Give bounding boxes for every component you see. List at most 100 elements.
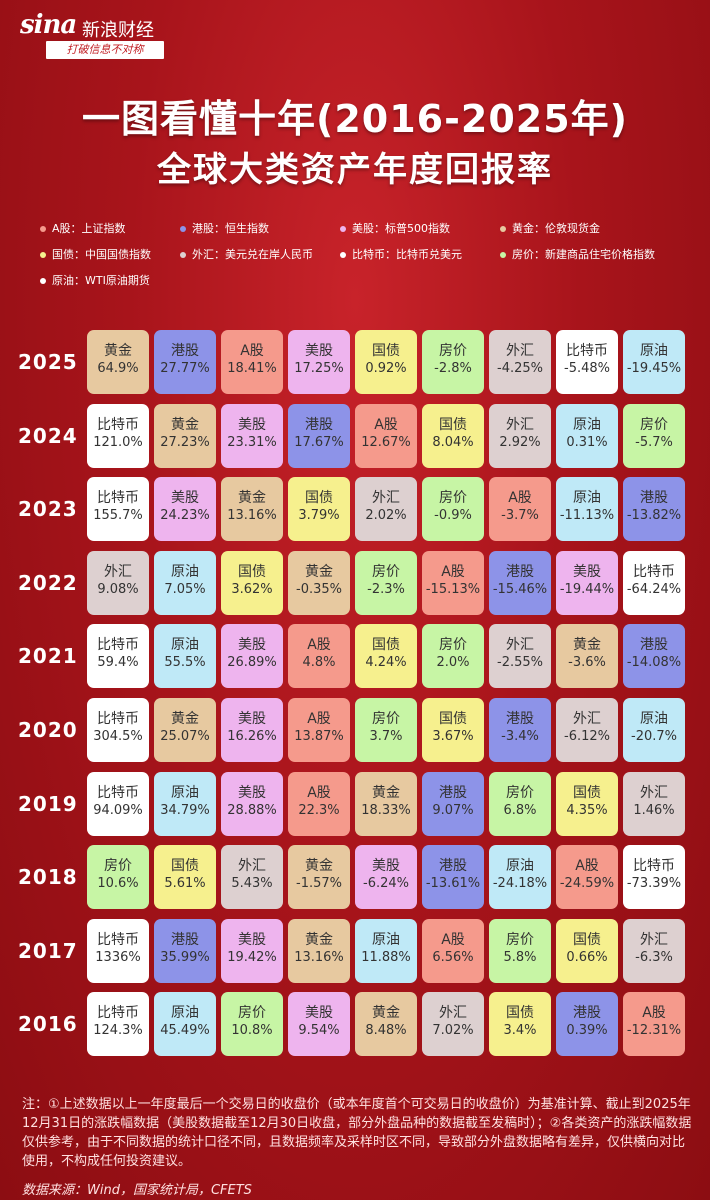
asset-name: 国债 [573,931,601,948]
asset-return-cell: 比特币 -73.39% [623,845,685,910]
asset-return-cell: 黄金 64.9% [87,330,149,394]
asset-return-value: 13.87% [294,729,344,744]
asset-return-cell: 黄金 18.33% [355,771,417,836]
asset-name: 港股 [439,784,467,801]
asset-return-value: -24.18% [492,876,548,892]
asset-return-value: 17.67% [294,434,344,450]
asset-name: 原油 [372,931,400,948]
asset-name: 外汇 [372,490,400,507]
asset-return-cell: A股 6.56% [422,918,484,983]
asset-name: 黄金 [171,711,199,727]
asset-return-cell: 黄金 -3.6% [556,624,618,689]
asset-name: 美股 [238,711,266,727]
asset-return-cell: 港股 0.39% [556,992,618,1057]
asset-return-value: -0.9% [434,508,472,524]
asset-return-value: 2.0% [436,655,470,671]
asset-return-cell: 黄金 -1.57% [288,845,350,910]
asset-name: 国债 [372,637,400,654]
asset-return-value: -1.57% [296,876,342,892]
asset-return-cell: 原油 11.88% [355,918,417,983]
asset-name: 比特币 [97,637,139,654]
asset-return-value: 11.88% [361,949,411,965]
returns-grid: 2025 黄金 64.9% 港股 27.77% A股 18.41% 美股 17.25% 国债 0.9… [0,330,710,1070]
asset-return-value: 155.7% [93,508,143,524]
asset-return-cell: 原油 -24.18% [489,845,551,910]
legend-item: 黄金：伦敦现货金 [500,220,600,236]
asset-return-value: 0.92% [365,361,407,376]
year-label: 2025 [18,350,78,374]
asset-return-cell: A股 13.87% [288,698,350,762]
asset-return-cell: 国债 3.62% [221,550,283,615]
asset-return-value: 59.4% [97,655,139,671]
asset-return-value: 27.23% [160,434,210,450]
asset-return-value: 3.79% [298,508,340,524]
asset-name: 比特币 [97,416,139,433]
asset-return-cell: 港股 35.99% [154,918,216,983]
asset-return-cell: 房价 -2.3% [355,550,417,615]
year-label: 2023 [18,497,78,522]
asset-return-value: -15.46% [492,581,548,597]
asset-return-cell: A股 12.67% [355,403,417,468]
asset-return-value: -3.6% [568,655,606,671]
asset-name: 外汇 [104,563,132,580]
asset-name: 美股 [238,637,266,654]
asset-return-cell: 黄金 8.48% [355,992,417,1057]
asset-name: 港股 [573,1005,601,1022]
asset-return-value: 8.04% [432,434,474,450]
asset-name: 原油 [573,490,601,507]
asset-name: 比特币 [97,711,139,727]
asset-return-cell: 比特币 94.09% [87,771,149,836]
asset-return-cell: 国债 3.67% [422,698,484,762]
asset-return-value: 12.67% [361,434,411,450]
asset-return-value: 4.24% [365,655,407,671]
asset-return-cell: 原油 45.49% [154,992,216,1057]
asset-name: A股 [307,711,331,727]
legend-dot-icon [40,252,46,258]
asset-name: 国债 [439,711,467,727]
asset-return-value: 3.62% [231,581,273,597]
asset-return-value: 45.49% [160,1023,210,1039]
asset-name: 港股 [171,931,199,948]
legend-dot-icon [500,226,506,232]
year-label: 2016 [18,1012,78,1037]
asset-return-cell: A股 4.8% [288,624,350,689]
asset-return-value: -19.45% [626,361,682,376]
asset-return-cell: 原油 34.79% [154,771,216,836]
asset-return-value: 1336% [95,949,141,965]
asset-name: 美股 [238,784,266,801]
asset-return-cell: 房价 10.6% [87,845,149,910]
asset-return-cell: 比特币 121.0% [87,403,149,468]
asset-return-value: -0.35% [296,581,342,597]
asset-return-value: -6.24% [363,876,409,892]
legend-label: 国债：中国国债指数 [52,248,151,261]
asset-name: 国债 [506,1005,534,1022]
asset-return-value: 26.89% [227,655,277,671]
asset-return-cell: 外汇 1.46% [623,771,685,836]
asset-name: 美股 [305,1005,333,1022]
year-label: 2017 [18,938,78,963]
asset-return-value: -13.61% [425,876,481,892]
asset-return-value: 9.54% [298,1023,340,1039]
asset-return-value: 3.67% [432,729,474,744]
asset-return-value: 10.8% [231,1023,273,1039]
asset-name: 港股 [640,490,668,507]
asset-return-cell: 国债 0.66% [556,918,618,983]
asset-name: 国债 [439,416,467,433]
asset-name: 港股 [305,416,333,433]
asset-name: 比特币 [633,563,675,580]
asset-name: 比特币 [633,858,675,875]
asset-name: 黄金 [305,931,333,948]
asset-return-value: -24.59% [559,876,615,892]
asset-return-cell: 国债 8.04% [422,403,484,468]
asset-return-value: -12.31% [626,1023,682,1039]
asset-return-value: 9.08% [97,581,139,597]
asset-return-value: 8.48% [365,1023,407,1039]
asset-return-value: 0.66% [566,949,608,965]
asset-return-value: 24.23% [160,508,210,524]
asset-return-value: 4.35% [566,802,608,818]
asset-return-value: 2.92% [499,434,541,450]
asset-return-value: 18.33% [361,802,411,818]
asset-name: 黄金 [238,490,266,507]
asset-name: 美股 [305,343,333,359]
asset-name: 原油 [171,784,199,801]
